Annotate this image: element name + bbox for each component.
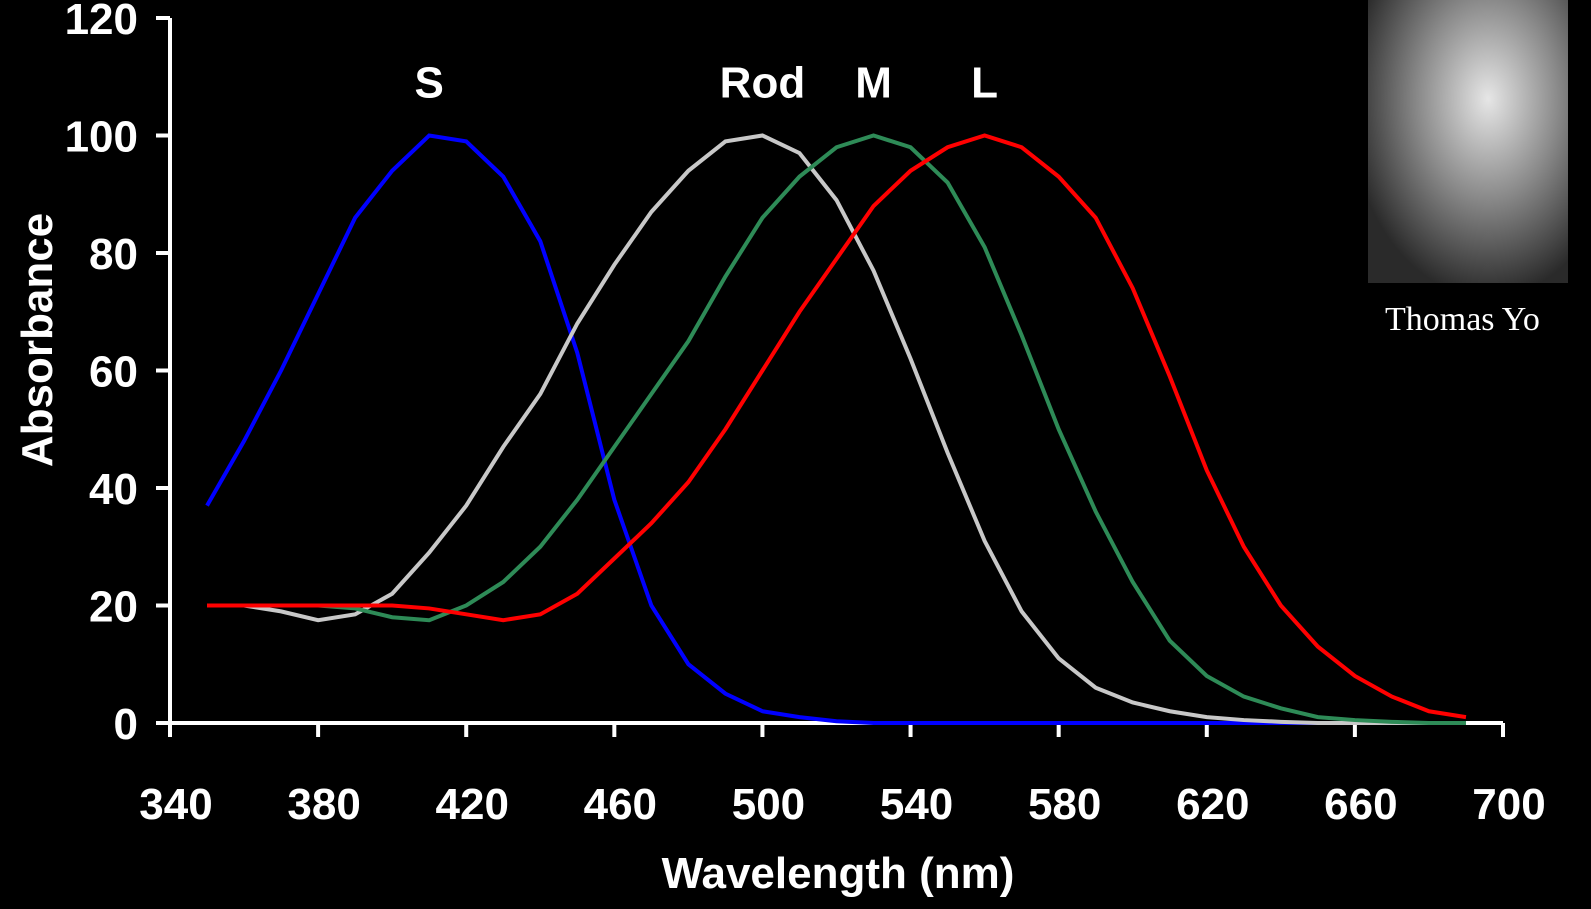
series-label: S: [415, 59, 444, 108]
y-tick-label: 0: [114, 700, 138, 749]
y-tick-label: 100: [65, 113, 138, 162]
x-tick-label: 660: [1324, 780, 1397, 829]
x-tick-label: 420: [436, 780, 509, 829]
x-tick-label: 700: [1472, 780, 1545, 829]
x-tick-label: 340: [139, 780, 212, 829]
x-tick-label: 380: [287, 780, 360, 829]
x-tick-label: 500: [732, 780, 805, 829]
y-tick-label: 20: [89, 583, 138, 632]
series-line: [207, 133, 1466, 725]
x-tick-label: 580: [1028, 780, 1101, 829]
y-axis-title: Absorbance: [13, 213, 62, 467]
x-tick-label: 460: [584, 780, 657, 829]
y-tick-label: 60: [89, 348, 138, 397]
series-line: [207, 133, 1466, 725]
x-tick-label: 540: [880, 780, 953, 829]
series-line: [207, 133, 1467, 720]
series-label: M: [855, 59, 892, 108]
series-line: [205, 133, 1466, 725]
portrait-caption: Thomas Yo: [1385, 301, 1540, 338]
series-label: L: [971, 59, 998, 108]
portrait-image: [1368, 0, 1568, 283]
series-label: Rod: [720, 59, 806, 108]
x-tick-label: 620: [1176, 780, 1249, 829]
y-tick-label: 40: [89, 465, 138, 514]
y-tick-label: 120: [65, 0, 138, 44]
y-tick-label: 80: [89, 230, 138, 279]
x-axis-title: Wavelength (nm): [662, 849, 1015, 898]
